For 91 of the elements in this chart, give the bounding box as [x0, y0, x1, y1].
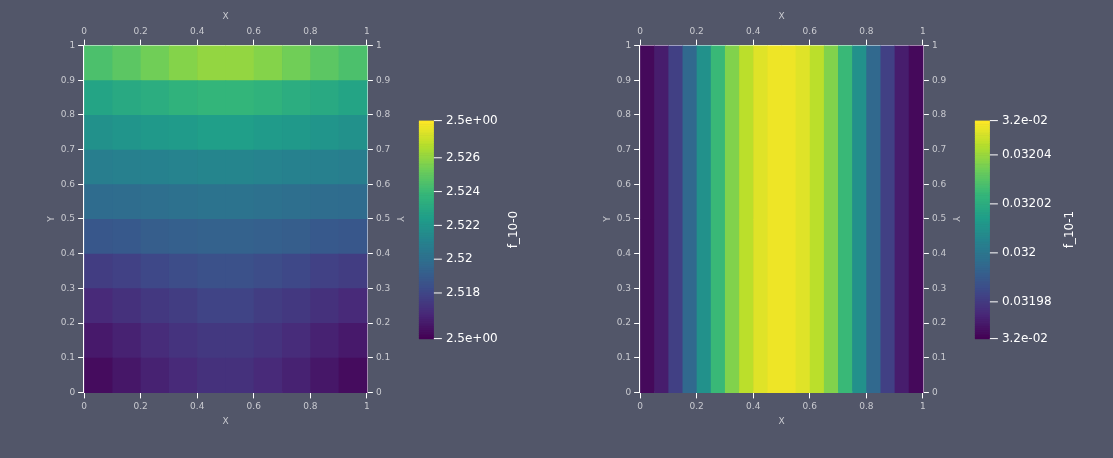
color-bar-label: 0.03204	[1001, 147, 1052, 162]
color-bar-label: 2.526	[445, 149, 481, 164]
x-tick-label: 0.6	[246, 401, 262, 412]
x2-tick-label: 0.4	[190, 25, 205, 36]
y2-tick-label: 0	[931, 386, 938, 397]
y-axis-title: Y	[601, 215, 612, 223]
x2-tick-label: 1	[364, 25, 370, 36]
y2-tick-label: 0.1	[375, 352, 391, 363]
y2-tick-label: 0.4	[931, 248, 947, 259]
x2-axis-title: X	[778, 10, 785, 21]
y-tick-label: 0.5	[60, 213, 76, 224]
x2-tick-label: 0	[81, 25, 88, 36]
color-bar-label: 2.52	[445, 251, 473, 266]
x2-tick-label: 0.6	[246, 25, 262, 36]
color-bar-label: 2.518	[445, 285, 481, 300]
x-tick-label: 0	[637, 401, 644, 412]
y2-axis-title: Y	[951, 215, 962, 223]
color-bar-title: f_10-0	[506, 210, 521, 249]
y2-tick-label: 0.7	[931, 143, 947, 154]
y-tick-label: 0.1	[616, 352, 632, 363]
color-bar-label: 2.524	[445, 183, 481, 198]
x-tick-label: 0	[81, 401, 88, 412]
y2-tick-label: 0.6	[931, 178, 947, 189]
x-axis-title: X	[222, 415, 229, 426]
y2-tick-label: 1	[931, 39, 938, 50]
y-tick-label: 0.3	[616, 282, 632, 293]
x-tick-label: 1	[364, 401, 370, 412]
x-tick-label: 0.4	[190, 401, 205, 412]
y-tick-label: 0.4	[60, 248, 76, 259]
y-axis-title: Y	[45, 215, 56, 223]
x-tick-label: 0.2	[133, 401, 148, 412]
y-tick-label: 0.7	[60, 143, 76, 154]
y-tick-label: 0.8	[60, 109, 76, 120]
y-tick-label: 0	[625, 386, 632, 397]
y2-tick-label: 0.2	[931, 317, 947, 328]
y-tick-label: 0.9	[60, 74, 76, 85]
color-bar-label: 3.2e-02	[1001, 330, 1048, 345]
color-bar-label: 0.03198	[1001, 293, 1052, 308]
y-tick-label: 0.3	[60, 282, 76, 293]
x2-tick-label: 0.2	[133, 25, 148, 36]
y-tick-label: 0.7	[616, 143, 632, 154]
x-tick-label: 0.2	[689, 401, 704, 412]
y-tick-label: 0.8	[616, 109, 632, 120]
y2-tick-label: 0.5	[375, 213, 391, 224]
y2-tick-label: 0.9	[931, 74, 947, 85]
y2-tick-label: 0.3	[931, 282, 947, 293]
x-axis-title: X	[778, 415, 785, 426]
color-bar-label: 2.5e+00	[445, 330, 498, 345]
y2-tick-label: 0.2	[375, 317, 391, 328]
y-tick-label: 0.2	[60, 317, 76, 328]
y2-tick-label: 0.9	[375, 74, 391, 85]
x-tick-label: 0.4	[746, 401, 761, 412]
y-tick-label: 1	[625, 39, 632, 50]
x-tick-label: 1	[920, 401, 926, 412]
y2-tick-label: 0.1	[931, 352, 947, 363]
color-bar-label: 3.2e-02	[1001, 112, 1048, 127]
y2-tick-label: 0.6	[375, 178, 391, 189]
y-tick-label: 0.9	[616, 74, 632, 85]
x-tick-label: 0.8	[859, 401, 874, 412]
x2-tick-label: 0.8	[859, 25, 874, 36]
y2-tick-label: 1	[375, 39, 382, 50]
y-tick-label: 0.6	[616, 178, 632, 189]
color-bar-label: 2.5e+00	[445, 112, 498, 127]
x2-tick-label: 0.4	[746, 25, 761, 36]
y2-tick-label: 0.5	[931, 213, 947, 224]
y2-tick-label: 0	[375, 386, 382, 397]
x2-axis-title: X	[222, 10, 229, 21]
color-bar-label: 0.03202	[1001, 196, 1052, 211]
x2-tick-label: 1	[920, 25, 926, 36]
x2-tick-label: 0.8	[303, 25, 318, 36]
color-bar-label: 0.032	[1001, 244, 1037, 259]
y-tick-label: 0.4	[616, 248, 632, 259]
y2-tick-label: 0.8	[931, 109, 947, 120]
y-tick-label: 1	[69, 39, 76, 50]
y2-tick-label: 0.8	[375, 109, 391, 120]
color-bar-title: f_10-1	[1062, 210, 1077, 249]
y-tick-label: 0.2	[616, 317, 632, 328]
x2-tick-label: 0.6	[802, 25, 818, 36]
x2-tick-label: 0	[637, 25, 644, 36]
y2-tick-label: 0.3	[375, 282, 391, 293]
y2-axis-title: Y	[395, 215, 406, 223]
x2-tick-label: 0.2	[689, 25, 704, 36]
y-tick-label: 0.1	[60, 352, 76, 363]
x-tick-label: 0.6	[802, 401, 818, 412]
y-tick-label: 0	[69, 386, 76, 397]
y-tick-label: 0.5	[616, 213, 632, 224]
color-bar-label: 2.522	[445, 217, 481, 232]
y2-tick-label: 0.4	[375, 248, 391, 259]
y-tick-label: 0.6	[60, 178, 76, 189]
y2-tick-label: 0.7	[375, 143, 391, 154]
x-tick-label: 0.8	[303, 401, 318, 412]
